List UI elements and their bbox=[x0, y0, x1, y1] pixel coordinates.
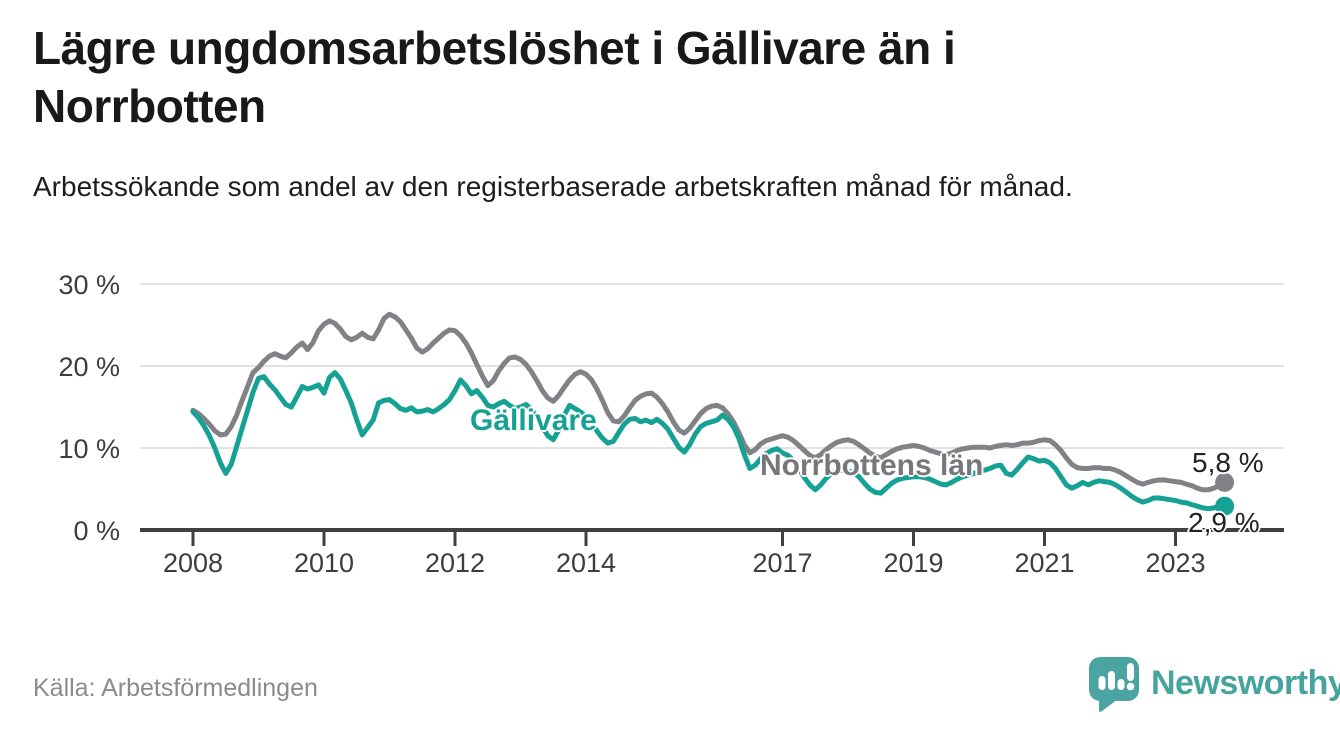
newsworthy-wordmark: Newsworthy bbox=[1151, 664, 1340, 702]
x-axis-label-2019: 2019 bbox=[883, 548, 943, 578]
y-axis-label-0: 0 % bbox=[73, 516, 120, 546]
x-axis-label-2017: 2017 bbox=[752, 548, 812, 578]
x-axis-label-2012: 2012 bbox=[425, 548, 485, 578]
x-axis-label-2008: 2008 bbox=[163, 548, 223, 578]
gallivare-end-value: 2,9 % bbox=[1188, 507, 1260, 538]
norrbotten-end-value: 5,8 % bbox=[1192, 447, 1264, 478]
source-note: Källa: Arbetsförmedlingen bbox=[33, 674, 318, 702]
series-line-norrbottens-l-n bbox=[190, 311, 1228, 493]
series-end-dot-norrbottens-l-n bbox=[1215, 472, 1235, 492]
series-end-dot-g-llivare bbox=[1215, 496, 1235, 516]
chart-title: Lägre ungdomsarbetslöshet i Gällivare än… bbox=[33, 22, 956, 132]
newsworthy-logo-icon bbox=[1089, 657, 1139, 712]
newsworthy-brand: Newsworthy bbox=[1087, 655, 1340, 715]
x-axis-label-2023: 2023 bbox=[1145, 548, 1205, 578]
y-axis-label-20: 20 % bbox=[58, 352, 120, 382]
y-axis-label-30: 30 % bbox=[58, 270, 120, 300]
gallivare-series-label: Gällivare bbox=[470, 404, 597, 437]
x-axis-label-2010: 2010 bbox=[294, 548, 354, 578]
chart-subtitle: Arbetssökande som andel av den registerb… bbox=[33, 171, 1073, 202]
norrbotten-series-label: Norrbottens län bbox=[760, 449, 984, 482]
x-axis-label-2021: 2021 bbox=[1014, 548, 1074, 578]
series-line-g-llivare bbox=[190, 370, 1228, 512]
x-axis-label-2014: 2014 bbox=[556, 548, 616, 578]
y-axis-label-10: 10 % bbox=[58, 434, 120, 464]
